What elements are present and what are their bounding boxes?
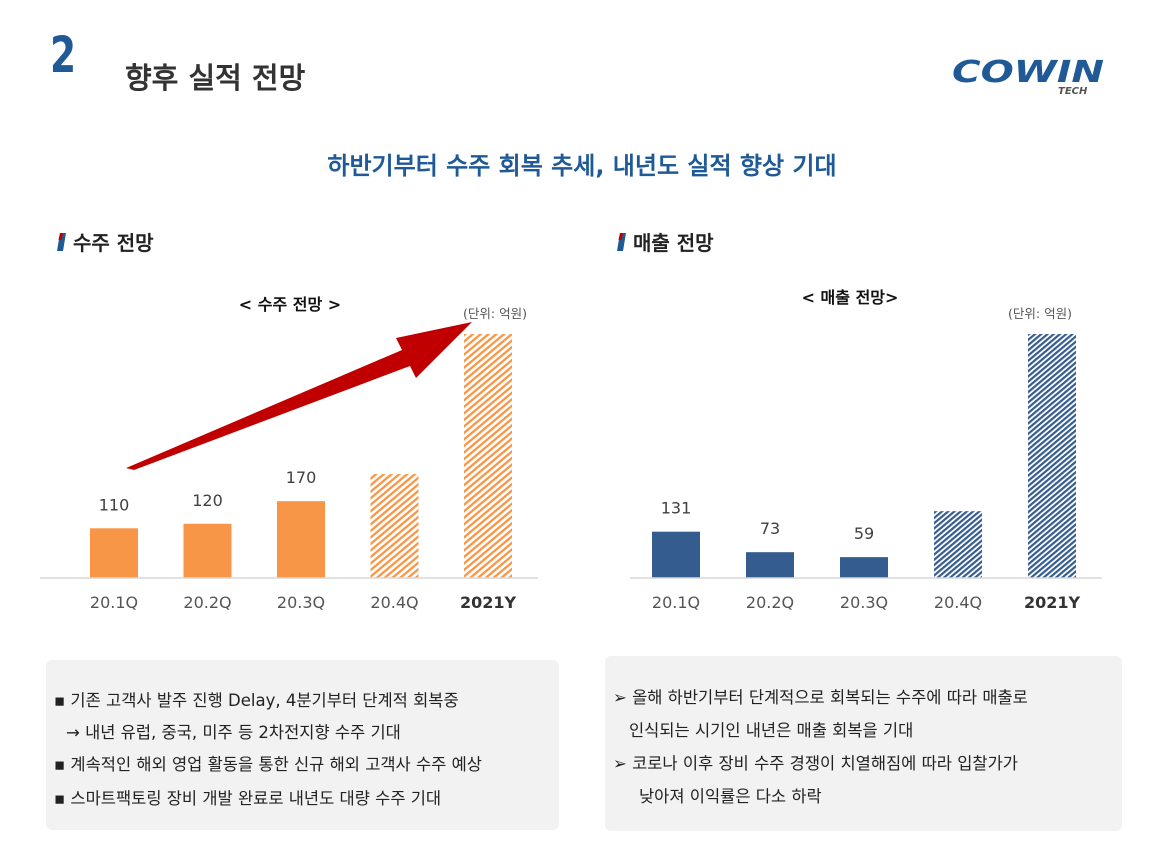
growth-arrow-shape [126,322,472,470]
bullet-icon [57,232,66,251]
bar-20.2Q [183,523,232,578]
bar-20.4Q [370,474,419,578]
data-label: 170 [286,468,317,487]
data-label: 110 [99,495,130,514]
sales-forecast-heading-text: 매출 전망 [633,231,714,255]
section-number: 2 [50,26,77,84]
headline: 하반기부터 수주 회복 추세, 내년도 실적 향상 기대 [327,152,837,180]
data-label: 131 [661,499,692,518]
bar-20.4Q [934,511,982,578]
logo-text: COWIN [952,56,1104,90]
chart-unit: (단위: 억원) [463,306,527,321]
x-tick-label: 2021Y [460,593,517,612]
order-forecast-chart: < 수주 전망 > (단위: 억원) 110 120 170 20.1Q 20.2Q 2… [40,295,538,612]
sales-note-1: ➢ 올해 하반기부터 단계적으로 회복되는 수주에 따라 매출로 [613,688,1028,707]
page-title: 향후 실적 전망 [125,61,306,95]
sales-note-4: 낮아져 이익률은 다소 하락 [639,787,822,806]
order-note-3: ▪ 계속적인 해외 영업 활동을 통한 신규 해외 고객사 수주 예상 [54,755,482,774]
order-note-4: ▪ 스마트팩토링 장비 개발 완료로 내년도 대량 수주 기대 [54,789,442,808]
data-label: 73 [760,519,780,538]
growth-arrow [126,322,472,470]
company-logo: COWIN TECH [952,56,1104,96]
x-tick-label: 2021Y [1024,593,1081,612]
x-tick-label: 20.4Q [934,593,982,612]
x-tick-label: 20.3Q [840,593,888,612]
bar-20.2Q [746,552,794,578]
bar-2021Y [1028,334,1076,578]
order-note-2: → 내년 유럽, 중국, 미주 등 2차전지향 수주 기대 [66,723,401,742]
bar-20.1Q [652,531,700,578]
bar-2021Y [464,334,512,578]
logo-sub: TECH [1058,86,1088,96]
sales-forecast-chart: < 매출 전망> (단위: 억원) 131 73 59 20.1Q 20.2Q 20.3… [630,288,1102,612]
order-forecast-heading: 수주 전망 [56,227,154,256]
x-tick-label: 20.4Q [370,593,418,612]
data-label: 120 [192,491,223,510]
x-tick-label: 20.1Q [652,593,700,612]
bar-20.3Q [277,501,325,578]
x-tick-label: 20.3Q [277,593,325,612]
chart-title: < 수주 전망 > [239,295,341,314]
chart-title: < 매출 전망> [802,288,899,307]
order-notes-box: ▪ 기존 고객사 발주 진행 Delay, 4분기부터 단계적 회복중 → 내년… [46,660,559,830]
sales-notes-box: ➢ 올해 하반기부터 단계적으로 회복되는 수주에 따라 매출로 인식되는 시기… [605,656,1122,831]
sales-note-2: 인식되는 시기인 내년은 매출 회복을 기대 [629,721,914,740]
x-tick-label: 20.2Q [746,593,794,612]
sales-forecast-heading: 매출 전망 [616,227,714,256]
bar-20.3Q [840,557,888,578]
order-forecast-heading-text: 수주 전망 [73,231,154,255]
sales-note-3: ➢ 코로나 이후 장비 수주 경쟁이 치열해짐에 따라 입찰가가 [613,754,1018,773]
x-tick-label: 20.1Q [90,593,138,612]
bullet-icon [617,232,626,251]
order-note-1: ▪ 기존 고객사 발주 진행 Delay, 4분기부터 단계적 회복중 [54,691,459,710]
bar-20.1Q [90,528,138,578]
data-label: 59 [854,524,874,543]
x-tick-label: 20.2Q [183,593,231,612]
chart-unit: (단위: 억원) [1008,306,1072,321]
